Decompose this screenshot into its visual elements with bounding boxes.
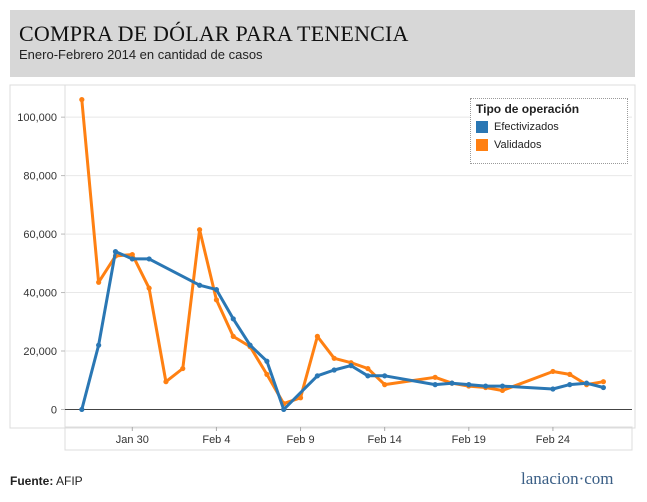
data-point-efectivizados [79,406,85,413]
data-point-validados [213,297,220,303]
data-point-validados [432,374,438,380]
y-tick-label: 0 [51,404,57,416]
plot-panel-border [9,84,636,429]
x-tick-label: Feb 24 [536,434,570,446]
data-point-validados [230,333,236,339]
legend-item-validados[interactable]: Validados [476,139,542,153]
y-tick-label: 80,000 [23,171,57,183]
data-point-validados [365,365,371,372]
data-point-efectivizados [281,406,287,413]
data-point-validados [600,379,606,385]
data-point-validados [382,382,388,388]
data-point-efectivizados [550,386,556,392]
data-point-validados [499,387,506,394]
data-point-validados [264,371,270,377]
legend-swatch-validados [476,139,488,152]
data-point-efectivizados [466,382,472,388]
data-point-efectivizados [483,383,489,389]
data-point-validados [146,285,152,291]
data-point-validados [314,333,320,339]
data-point-validados [297,395,304,401]
data-point-validados [196,227,203,233]
data-point-validados [163,379,169,385]
data-point-efectivizados [432,382,438,388]
data-point-efectivizados [449,380,455,386]
data-point-validados [96,279,102,285]
data-point-validados [129,251,135,258]
legend-label-validados: Validados [494,139,542,152]
data-point-efectivizados [96,342,102,348]
chart-title: COMPRA DE DÓLAR PARA TENENCIA [19,21,409,46]
data-point-validados [180,365,186,372]
chart-subtitle: Enero-Febrero 2014 en cantidad de casos [19,47,263,62]
data-point-efectivizados [112,249,119,255]
series-line-validados [80,98,605,406]
data-point-efectivizados [567,382,573,388]
source-note: Fuente: AFIP [10,474,83,488]
data-point-efectivizados [348,363,354,369]
source-label: Fuente: [10,474,54,488]
data-point-validados [567,371,573,377]
x-axis-band [64,426,633,451]
data-point-efectivizados [365,373,371,379]
data-point-efectivizados [499,383,506,389]
data-point-validados [331,355,337,361]
data-point-efectivizados [129,256,135,262]
data-point-efectivizados [196,282,203,288]
x-tick-label: Jan 30 [116,434,149,446]
data-point-efectivizados [146,256,152,262]
data-point-efectivizados [264,358,270,364]
data-point-efectivizados [213,287,220,293]
legend-item-efectivizados[interactable]: Efectivizados [476,121,559,135]
x-tick-label: Feb 9 [286,434,314,446]
y-tick-label: 100,000 [17,112,57,124]
data-point-efectivizados [583,380,590,386]
data-point-efectivizados [230,316,236,322]
data-point-efectivizados [600,384,606,391]
chart-header: COMPRA DE DÓLAR PARA TENENCIA Enero-Febr… [10,10,635,77]
source-value: AFIP [56,474,83,488]
x-tick-label: Feb 19 [452,434,486,446]
data-point-efectivizados [331,367,337,373]
x-tick-label: Feb 14 [368,434,402,446]
y-tick-label: 20,000 [23,346,57,358]
data-point-efectivizados [382,373,388,379]
series-line-efectivizados [80,250,605,411]
data-point-validados [550,368,556,375]
data-point-efectivizados [247,342,253,348]
legend-swatch-efectivizados [476,121,488,134]
y-tick-label: 60,000 [23,229,57,241]
y-tick-label: 40,000 [23,288,57,300]
data-point-validados [79,97,85,103]
legend-title: Tipo de operación [476,102,580,116]
x-tick-label: Feb 4 [202,434,230,446]
brand-logo[interactable]: lanacion·com [521,469,614,488]
legend-label-efectivizados: Efectivizados [494,121,559,134]
chart-legend: Tipo de operación Efectivizados Validado… [470,98,628,164]
data-point-efectivizados [314,373,320,379]
